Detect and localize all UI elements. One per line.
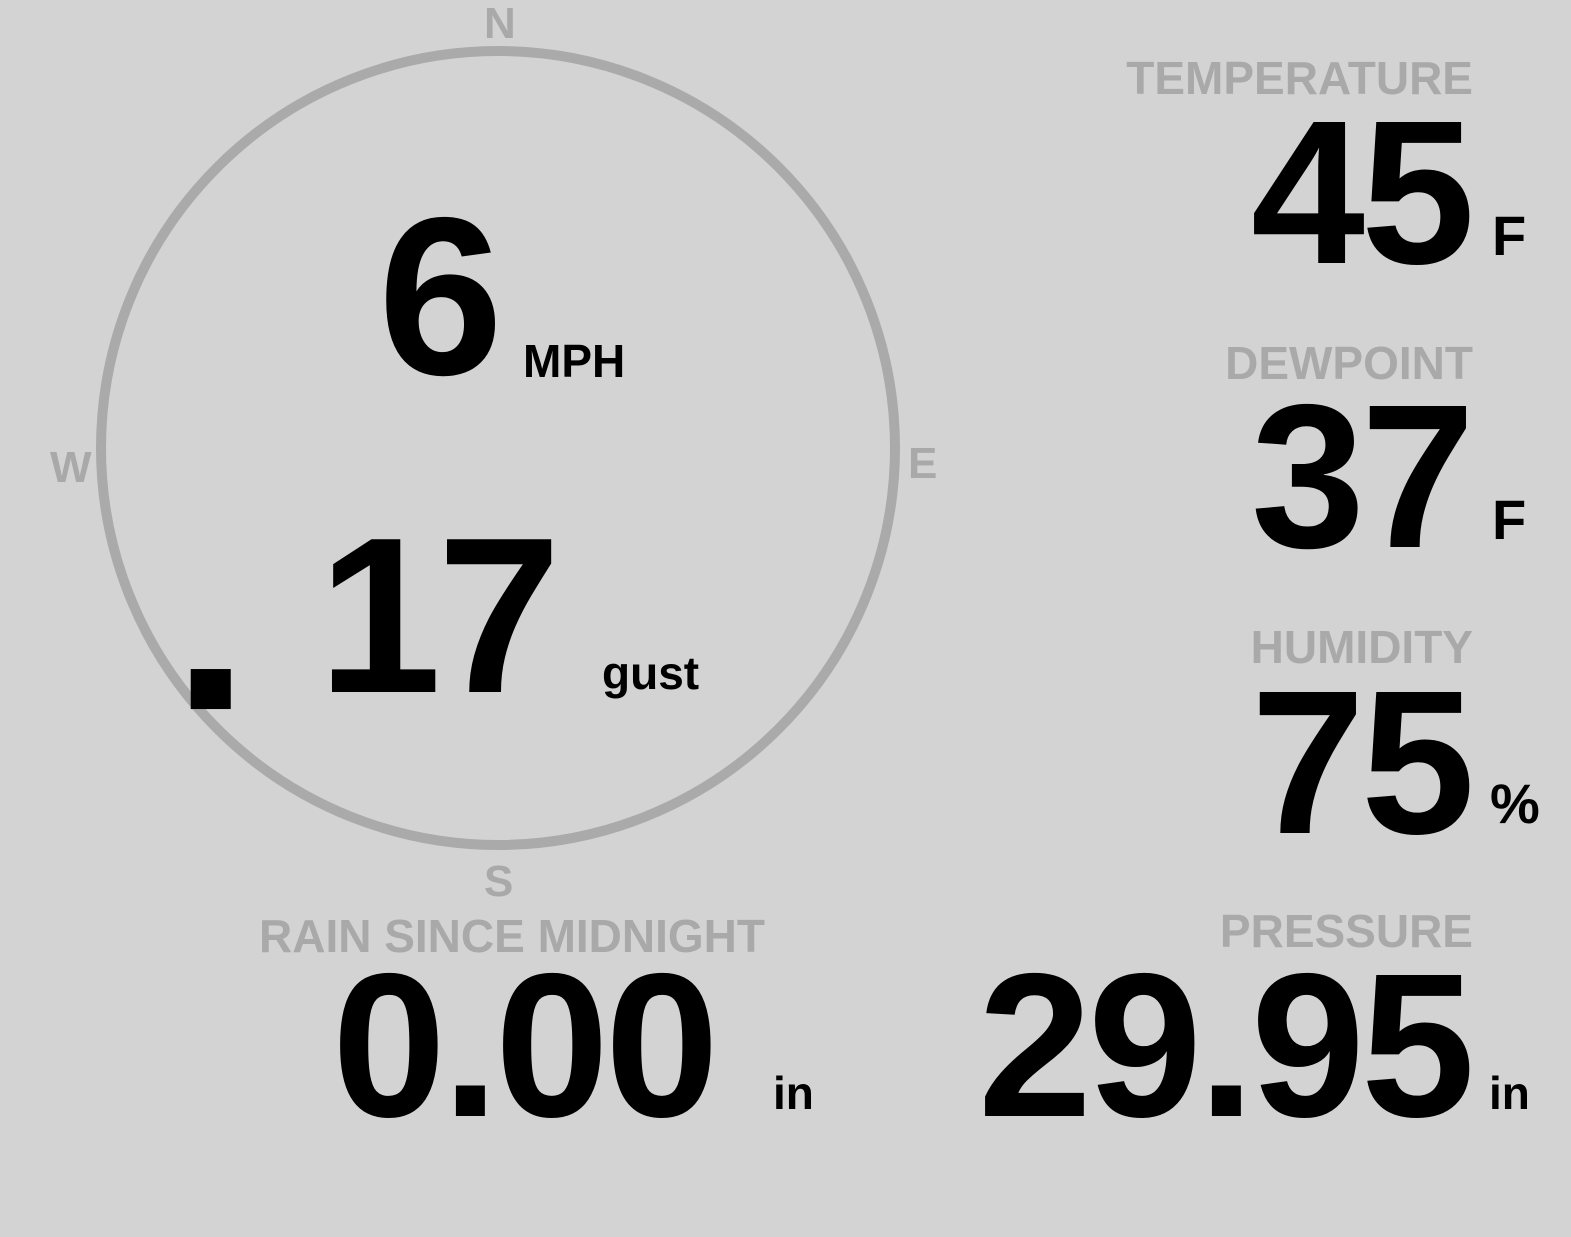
wind-gust-value: 17 (318, 492, 561, 740)
rain-value: 0.00 (332, 931, 719, 1160)
compass-ring (96, 46, 900, 850)
rain-label: RAIN SINCE MIDNIGHT (259, 910, 765, 962)
dewpoint-value: 37 (1250, 362, 1475, 591)
temperature-value: 45 (1250, 78, 1475, 307)
compass-north-label: N (484, 0, 516, 48)
wind-speed-value: 6 (378, 170, 503, 422)
wind-gust-label: gust (602, 647, 700, 699)
temperature-unit: F (1492, 204, 1527, 267)
pressure-value: 29.95 (977, 931, 1475, 1160)
wind-compass (96, 46, 900, 850)
pressure-label: PRESSURE (1219, 905, 1473, 957)
humidity-unit: % (1490, 772, 1540, 835)
wind-direction-marker (190, 669, 231, 710)
dewpoint-label: DEWPOINT (1225, 337, 1473, 389)
temperature-label: TEMPERATURE (1126, 52, 1473, 104)
compass-south-label: S (484, 857, 514, 906)
wind-speed-unit: MPH (523, 335, 626, 387)
compass-west-label: W (50, 443, 92, 492)
dewpoint-unit: F (1492, 488, 1527, 551)
pressure-unit: in (1489, 1067, 1530, 1119)
humidity-value: 75 (1250, 648, 1475, 877)
rain-unit: in (773, 1067, 814, 1119)
humidity-label: HUMIDITY (1250, 621, 1473, 673)
compass-east-label: E (908, 439, 938, 488)
